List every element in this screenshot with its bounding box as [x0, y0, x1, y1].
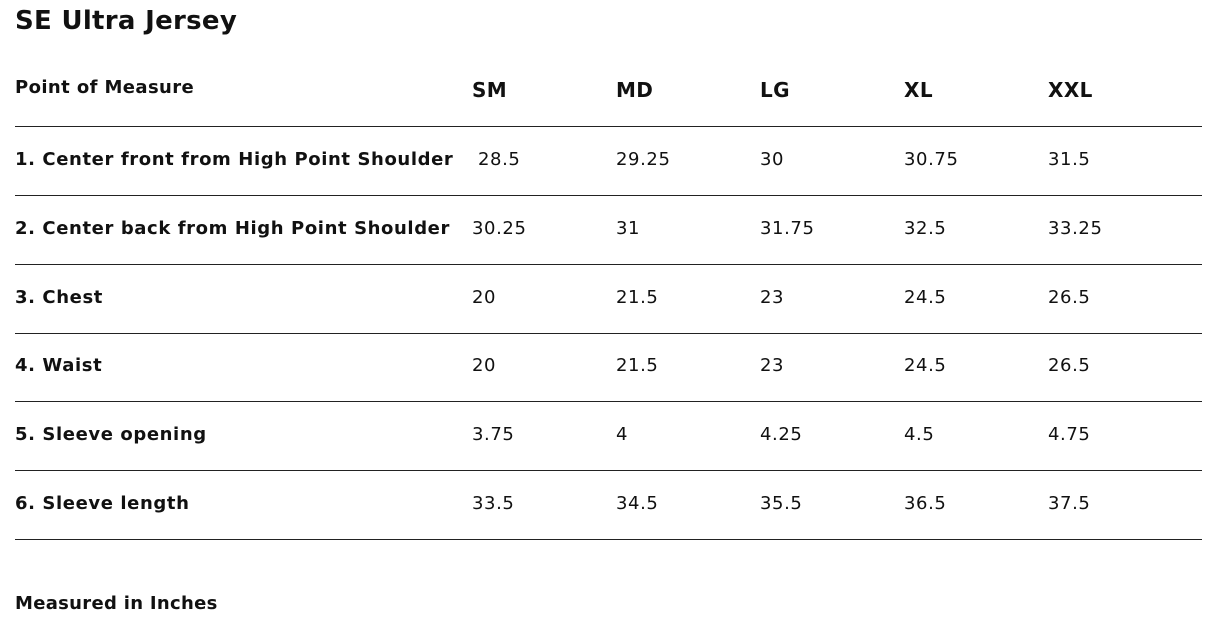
divider	[15, 126, 1202, 127]
measurement: 29.25	[616, 149, 671, 170]
measurement: 24.5	[904, 355, 947, 377]
measurement: 30.75	[904, 149, 959, 170]
measurement: 4	[616, 424, 629, 446]
note: Measured in Inches	[15, 593, 218, 614]
measurement: 30.25	[472, 217, 527, 239]
divider	[15, 264, 1202, 265]
divider	[15, 333, 1202, 334]
size-header: XXL	[1048, 78, 1093, 102]
measurement: 21.5	[616, 286, 659, 308]
size-header: SM	[472, 78, 508, 102]
measure-label: 3. Chest	[15, 286, 103, 308]
measurement: 4.75	[1048, 424, 1091, 446]
measurement: 20	[472, 286, 497, 308]
size-header: XL	[904, 78, 933, 102]
measure-label: 4. Waist	[15, 355, 103, 377]
size-header: MD	[616, 78, 654, 102]
measurement: 26.5	[1048, 355, 1091, 377]
measurement: 35.5	[760, 493, 803, 514]
measurement: 20	[472, 355, 497, 377]
divider	[15, 539, 1202, 540]
measurement: 31	[616, 217, 641, 239]
measure-label: 5. Sleeve opening	[15, 424, 207, 446]
divider	[15, 401, 1202, 402]
measurement: 23	[760, 355, 785, 377]
measurement: 21.5	[616, 355, 659, 377]
measurement: 34.5	[616, 493, 659, 514]
measurement: 30	[760, 149, 785, 170]
measurement: 28.5	[478, 149, 521, 170]
measurement: 3.75	[472, 424, 515, 446]
measurement: 33.5	[472, 493, 515, 514]
measurement: 23	[760, 286, 785, 308]
measurement: 33.25	[1048, 217, 1103, 239]
size-header: LG	[760, 78, 790, 102]
measurement: 31.5	[1048, 149, 1091, 170]
measurement: 26.5	[1048, 286, 1091, 308]
measure-label: 1. Center front from High Point Shoulder	[15, 149, 454, 170]
column-header: Point of Measure	[15, 77, 195, 98]
measurement: 36.5	[904, 493, 947, 514]
measurement: 37.5	[1048, 493, 1091, 514]
measurement: 31.75	[760, 217, 815, 239]
divider	[15, 470, 1202, 471]
measurement: 32.5	[904, 217, 947, 239]
measure-label: 2. Center back from High Point Shoulder	[15, 217, 450, 239]
measurement: 4.5	[904, 424, 935, 446]
measurement: 24.5	[904, 286, 947, 308]
measure-label: 6. Sleeve length	[15, 493, 190, 514]
divider	[15, 195, 1202, 196]
measurement: 4.25	[760, 424, 803, 446]
title: SE Ultra Jersey	[15, 6, 238, 36]
